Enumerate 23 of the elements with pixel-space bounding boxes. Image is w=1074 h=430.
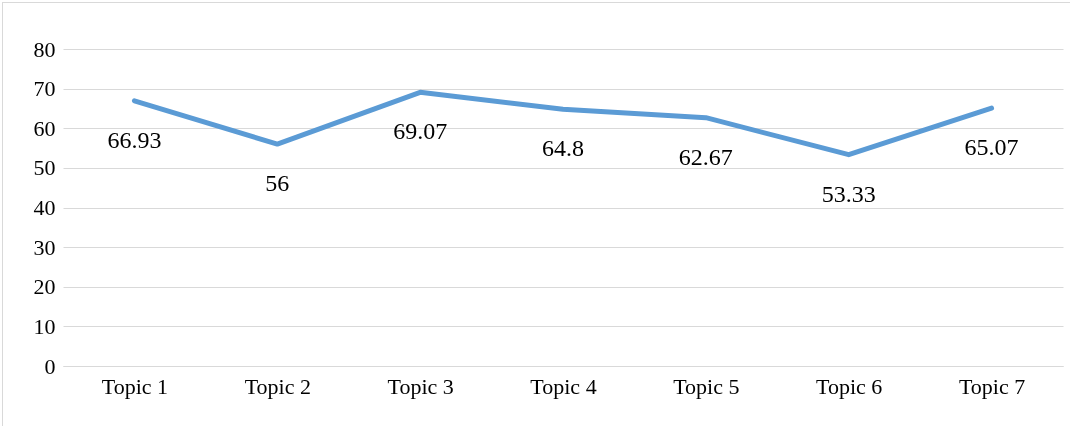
data-label: 64.8 — [542, 135, 584, 162]
x-tick-label: Topic 2 — [244, 373, 311, 399]
data-label: 66.93 — [107, 126, 162, 153]
y-tick-label: 10 — [33, 313, 56, 339]
y-tick-label: 40 — [33, 195, 56, 220]
y-tick-label: 60 — [33, 115, 56, 141]
y-tick-label: 70 — [33, 76, 56, 102]
x-tick-label: Topic 4 — [530, 373, 597, 399]
data-label: 62.67 — [678, 143, 733, 170]
y-tick-label: 20 — [33, 274, 56, 300]
data-label: 65.07 — [964, 134, 1019, 161]
y-tick-label: 0 — [44, 353, 56, 379]
y-tick-label: 30 — [33, 234, 56, 260]
data-label: 53.33 — [821, 180, 876, 207]
x-tick-label: Topic 7 — [958, 373, 1026, 399]
x-tick-label: Topic 5 — [673, 373, 740, 399]
x-tick-label: Topic 3 — [387, 373, 454, 399]
data-label: 56 — [265, 170, 290, 197]
data-label: 69.07 — [393, 118, 448, 145]
y-tick-label: 80 — [33, 36, 56, 62]
x-tick-label: Topic 6 — [816, 373, 883, 399]
x-tick-label: Topic 1 — [101, 373, 169, 399]
y-tick-label: 50 — [33, 155, 56, 181]
